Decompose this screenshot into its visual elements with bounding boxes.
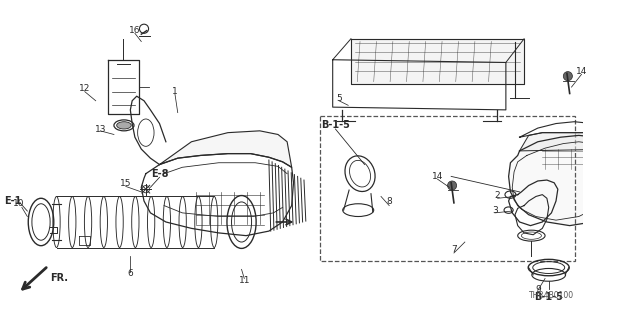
Circle shape <box>447 181 457 190</box>
Text: 16: 16 <box>129 26 141 35</box>
Text: 8: 8 <box>387 197 392 206</box>
Ellipse shape <box>116 122 131 129</box>
Text: 10: 10 <box>12 199 24 208</box>
Text: 13: 13 <box>95 124 106 133</box>
Text: B-1-5: B-1-5 <box>321 120 350 130</box>
Text: 9: 9 <box>535 285 541 294</box>
Text: 1: 1 <box>172 87 178 96</box>
Text: 3: 3 <box>492 206 498 215</box>
Text: 11: 11 <box>239 276 250 285</box>
Text: B-1-5: B-1-5 <box>534 292 563 302</box>
Text: 5: 5 <box>336 93 342 102</box>
Text: 2: 2 <box>495 191 500 200</box>
Circle shape <box>563 72 572 81</box>
Polygon shape <box>159 131 292 167</box>
Text: E-8: E-8 <box>151 169 168 179</box>
Polygon shape <box>509 135 627 226</box>
Polygon shape <box>520 133 621 151</box>
Polygon shape <box>351 39 524 84</box>
Text: 6: 6 <box>127 269 133 278</box>
Text: 12: 12 <box>79 84 90 93</box>
Text: 15: 15 <box>120 179 132 188</box>
Text: THR4B0100: THR4B0100 <box>529 292 574 300</box>
Text: 14: 14 <box>576 67 588 76</box>
Text: FR.: FR. <box>50 274 68 284</box>
Bar <box>319 116 575 260</box>
Text: 7: 7 <box>451 245 457 254</box>
Text: E-1: E-1 <box>4 196 22 206</box>
Text: 14: 14 <box>432 172 443 181</box>
